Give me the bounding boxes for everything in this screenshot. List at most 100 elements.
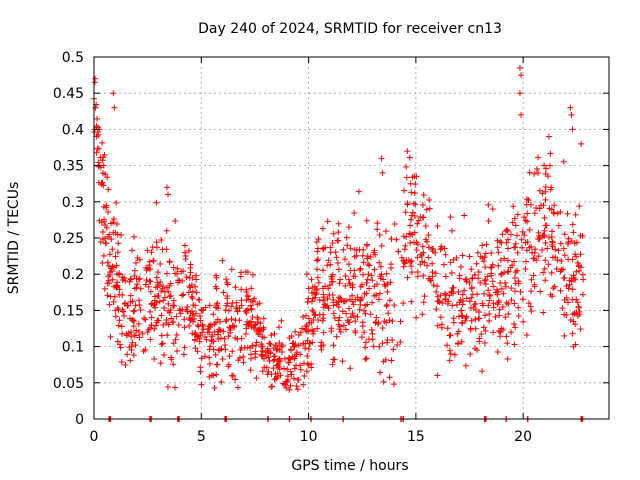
data-point [152,284,159,291]
data-point [447,214,454,221]
data-point [346,305,353,312]
data-point [136,275,143,282]
data-point [413,173,420,180]
data-point [564,210,571,217]
data-point [334,301,341,308]
data-point [347,365,354,372]
data-point [442,296,449,303]
data-point [499,231,506,238]
data-point [542,239,549,246]
data-point [524,210,531,217]
data-point [202,333,209,340]
data-point [114,249,121,256]
data-point [502,279,509,286]
data-point [232,334,239,341]
data-point [275,361,282,368]
data-point [311,283,318,290]
data-point [536,235,543,242]
data-point [163,284,170,291]
data-point [531,170,538,177]
data-point [301,372,308,379]
data-point [468,294,475,301]
data-point [535,229,542,236]
data-point [257,320,264,327]
data-point [577,251,584,258]
data-point [526,169,533,176]
data-point [371,266,378,273]
data-point [522,217,529,224]
data-point [546,234,553,241]
data-point [167,292,174,299]
data-point [555,222,562,229]
data-point [124,332,131,339]
data-point [504,257,511,264]
data-point [166,259,173,266]
data-point [419,243,426,250]
data-point [253,342,260,349]
data-point [228,303,235,310]
data-point [473,260,480,267]
data-point [481,290,488,297]
y-tick-label: 0.35 [53,159,84,175]
data-point [347,245,354,252]
data-point [523,332,530,339]
data-point [293,349,300,356]
data-point [414,254,421,261]
data-point [170,340,177,347]
y-axis-label: SRMTID / TECUs [6,182,22,295]
data-point [361,307,368,314]
data-point [449,302,456,309]
data-point [256,300,263,307]
data-point [265,354,272,361]
data-point [490,300,497,307]
data-point [475,275,482,282]
data-point [484,273,491,280]
data-point [157,260,164,267]
data-point [192,345,199,352]
data-point [110,219,117,226]
data-point [485,217,492,224]
data-point [118,358,125,365]
data-point [430,282,437,289]
data-point [377,263,384,270]
data-point [507,231,514,238]
data-point [365,336,372,343]
data-point [572,211,579,218]
data-point [371,247,378,254]
data-point [569,221,576,228]
data-point [570,229,577,236]
data-point [210,311,217,318]
data-point [259,353,266,360]
data-point [92,75,99,82]
data-point [243,321,250,328]
data-point [447,259,454,266]
data-point [369,277,376,284]
data-point [378,242,385,249]
data-point [379,324,386,331]
data-point [490,329,497,336]
data-point [387,279,394,286]
data-point [573,268,580,275]
data-point [481,312,488,319]
data-point [498,285,505,292]
data-point [367,311,374,318]
data-point [94,115,101,122]
data-point [455,328,462,335]
data-point [223,276,230,283]
data-point [158,237,165,244]
data-point [248,306,255,313]
data-point [193,310,200,317]
data-point [358,334,365,341]
data-point [490,283,497,290]
data-point [402,242,409,249]
data-point [330,356,337,363]
data-point [488,270,495,277]
data-point [400,257,407,264]
data-point [350,312,357,319]
data-point [333,333,340,340]
data-point [300,381,307,388]
data-point [433,306,440,313]
data-point [159,340,166,347]
data-point [318,346,325,353]
